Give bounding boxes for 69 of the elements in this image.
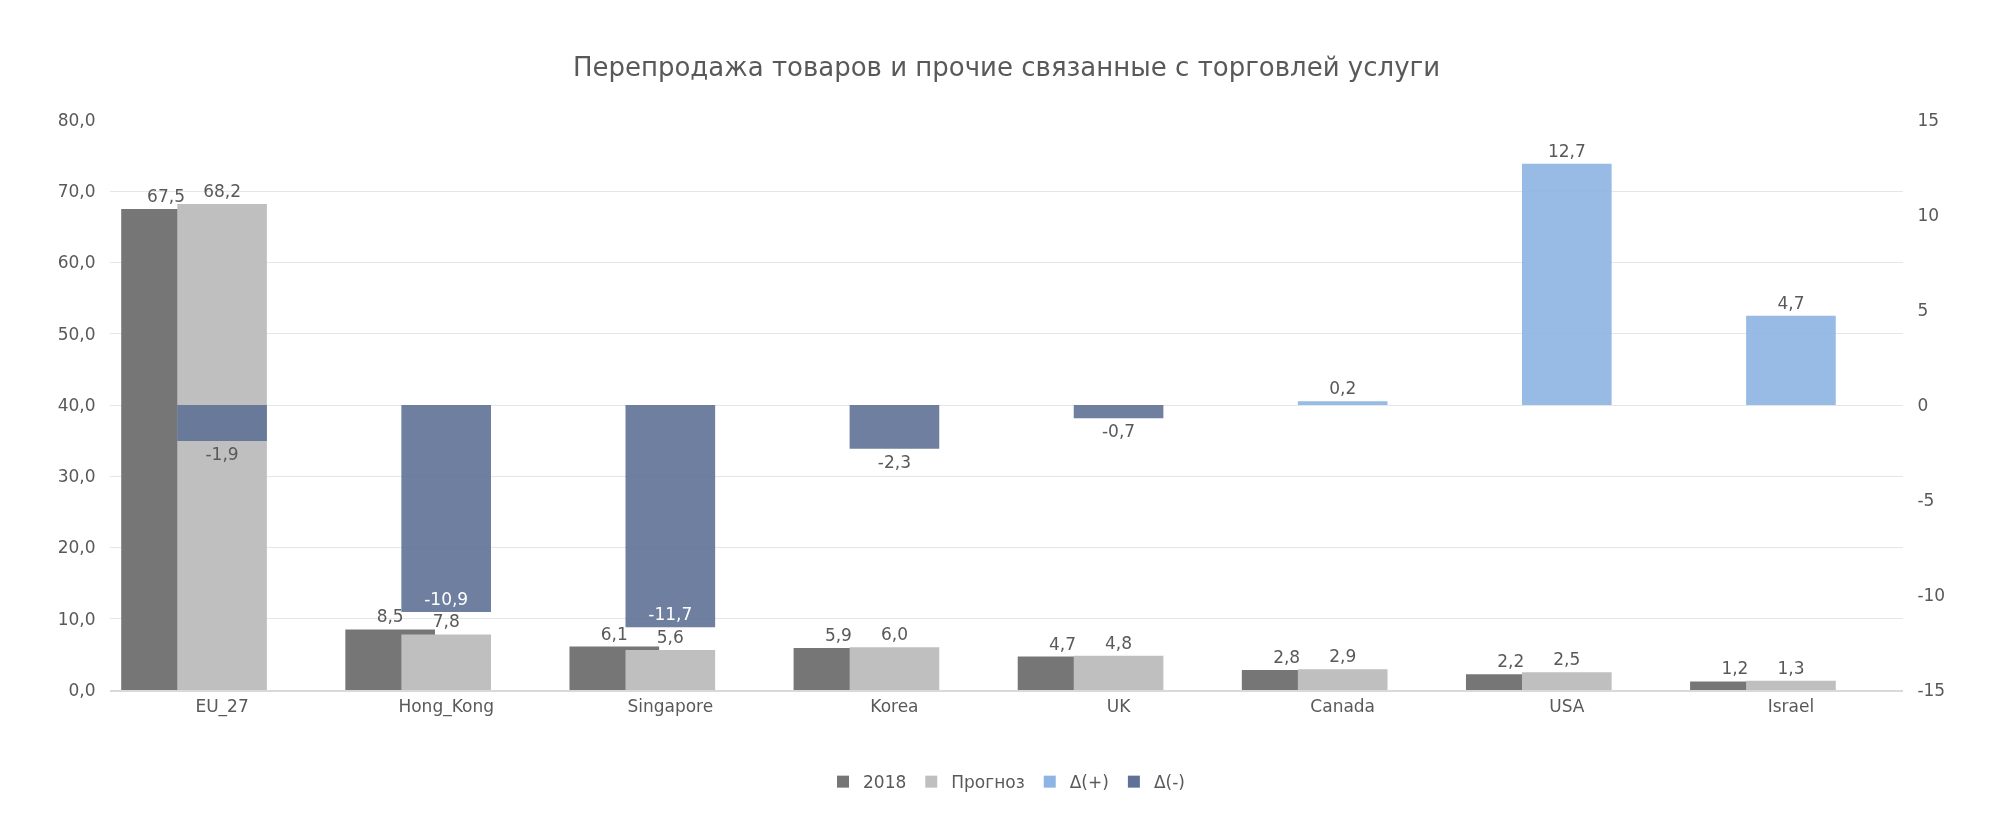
x-tick-label: Korea (870, 696, 919, 717)
x-tick-label: Israel (1767, 696, 1815, 717)
legend-label: Δ(-) (1153, 772, 1185, 793)
data-label: -2,3 (877, 451, 912, 472)
data-label: -1,9 (205, 444, 239, 465)
y2-tick-label: -5 (1917, 489, 1935, 510)
y2-tick-label: 15 (1917, 109, 1940, 130)
y-tick-label: 50,0 (57, 323, 96, 344)
data-label: -10,9 (424, 589, 469, 610)
data-label: 2,5 (1553, 649, 1581, 670)
x-tick-label: Singapore (627, 696, 714, 717)
data-label: 2,8 (1273, 647, 1301, 668)
data-label: 4,7 (1777, 292, 1805, 313)
data-label: 68,2 (203, 181, 241, 202)
data-label: 6,0 (880, 624, 908, 645)
data-label: 12,7 (1547, 140, 1586, 161)
data-label: 5,6 (656, 627, 684, 648)
x-tick-label: USA (1549, 696, 1585, 717)
bar (1297, 401, 1388, 405)
y-tick-label: 20,0 (57, 537, 96, 558)
legend-label: Прогноз (951, 772, 1025, 793)
y-tick-label: 80,0 (57, 109, 96, 130)
y2-tick-label: -15 (1917, 679, 1946, 700)
data-label: 5,9 (824, 624, 852, 645)
data-label: 0,2 (1329, 378, 1357, 399)
bar (177, 204, 267, 690)
y2-tick-label: -10 (1917, 584, 1946, 605)
data-label: 8,5 (376, 606, 404, 627)
bar (625, 405, 716, 628)
bar (177, 405, 267, 442)
data-label: -0,7 (1101, 421, 1136, 442)
y-tick-label: 40,0 (57, 394, 96, 415)
y-tick-label: 10,0 (57, 608, 96, 629)
y2-tick-label: 10 (1917, 204, 1940, 225)
data-label: -11,7 (648, 604, 693, 625)
bar (1521, 163, 1612, 405)
bar (1073, 405, 1164, 419)
data-label: 67,5 (147, 186, 185, 207)
bar (1521, 672, 1612, 690)
y-tick-label: 30,0 (57, 466, 96, 487)
data-label: 4,8 (1105, 632, 1133, 653)
bar (625, 650, 716, 690)
y2-tick-label: 5 (1917, 299, 1929, 320)
data-label: 7,8 (432, 611, 460, 632)
legend-label: 2018 (863, 772, 907, 793)
y-tick-label: 70,0 (57, 181, 96, 202)
bar (401, 634, 492, 690)
y2-tick-label: 0 (1917, 394, 1929, 415)
data-label: 4,7 (1049, 633, 1077, 654)
data-label: 6,1 (600, 623, 628, 644)
bar (849, 647, 940, 690)
x-tick-label: UK (1106, 696, 1132, 717)
data-label: 2,2 (1497, 651, 1525, 672)
chart-title: Перепродажа товаров и прочие связанные с торговлей услуги (572, 52, 1441, 83)
legend-label: Δ(+) (1069, 772, 1109, 793)
bar (1746, 315, 1836, 405)
data-label: 2,9 (1329, 646, 1357, 667)
bar (849, 405, 940, 449)
data-label: 1,3 (1777, 657, 1805, 678)
x-tick-label: EU_27 (195, 696, 249, 718)
bar (1746, 680, 1836, 690)
data-label: 1,2 (1721, 658, 1749, 679)
y-tick-label: 60,0 (57, 252, 96, 273)
bar (1073, 655, 1164, 690)
bar (1297, 669, 1388, 690)
x-tick-label: Canada (1310, 696, 1376, 717)
y-tick-label: 0,0 (68, 679, 96, 700)
x-tick-label: Hong_Kong (398, 696, 494, 718)
bar (401, 405, 492, 613)
